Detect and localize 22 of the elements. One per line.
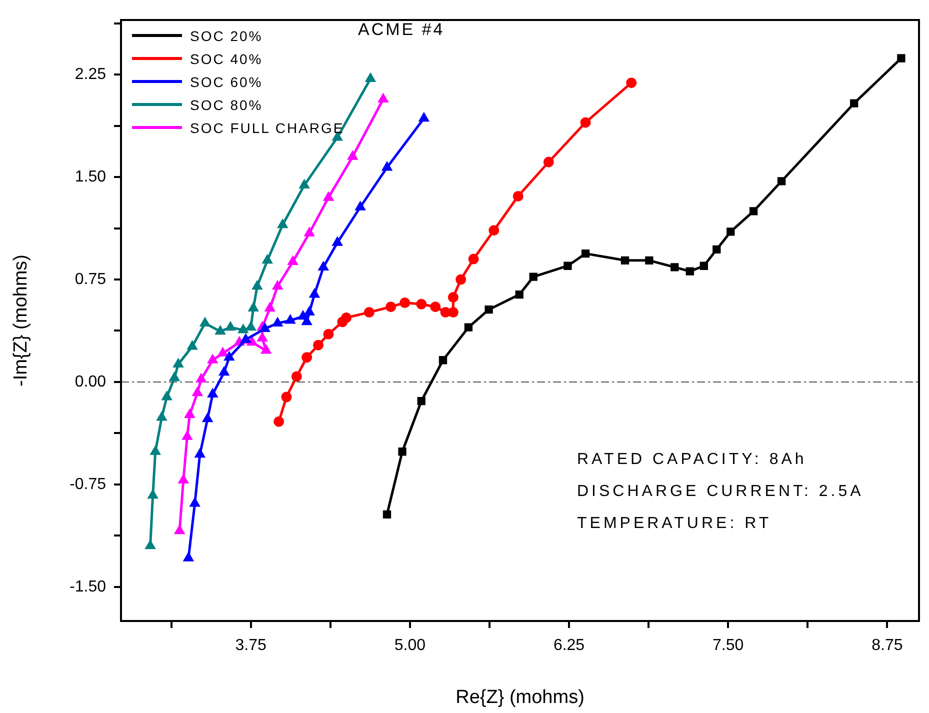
y-tick-label: 1.50: [74, 168, 106, 186]
legend-label: SOC 80%: [190, 96, 263, 112]
y-tick-label: -1.50: [70, 578, 106, 596]
x-tick-label: 8.75: [872, 637, 903, 654]
y-tick-label: 0.75: [74, 270, 106, 288]
annotation: DISCHARGE CURRENT: 2.5A: [577, 482, 864, 502]
y-tick-label: 0.00: [74, 373, 106, 390]
x-axis-title: Re{Z} (mohms): [456, 686, 584, 708]
legend-label: SOC FULL CHARGE: [190, 120, 344, 136]
y-tick-label: 2.25: [74, 66, 106, 84]
chart-title: ACME #4: [358, 20, 445, 40]
y-axis-title: -Im{Z} (mohms): [10, 254, 32, 386]
legend-label: SOC 20%: [190, 28, 263, 44]
annotation: TEMPERATURE: RT: [577, 514, 773, 534]
annotation: RATED CAPACITY: 8Ah: [577, 450, 808, 470]
y-tick-label: -0.75: [70, 476, 106, 493]
legend-label: SOC 40%: [190, 50, 263, 66]
x-tick-label: 5.00: [394, 637, 426, 654]
x-tick-label: 3.75: [235, 637, 266, 654]
legend-label: SOC 60%: [190, 74, 263, 90]
x-tick-label: 7.50: [712, 637, 744, 654]
x-tick-label: 6.25: [553, 637, 585, 654]
